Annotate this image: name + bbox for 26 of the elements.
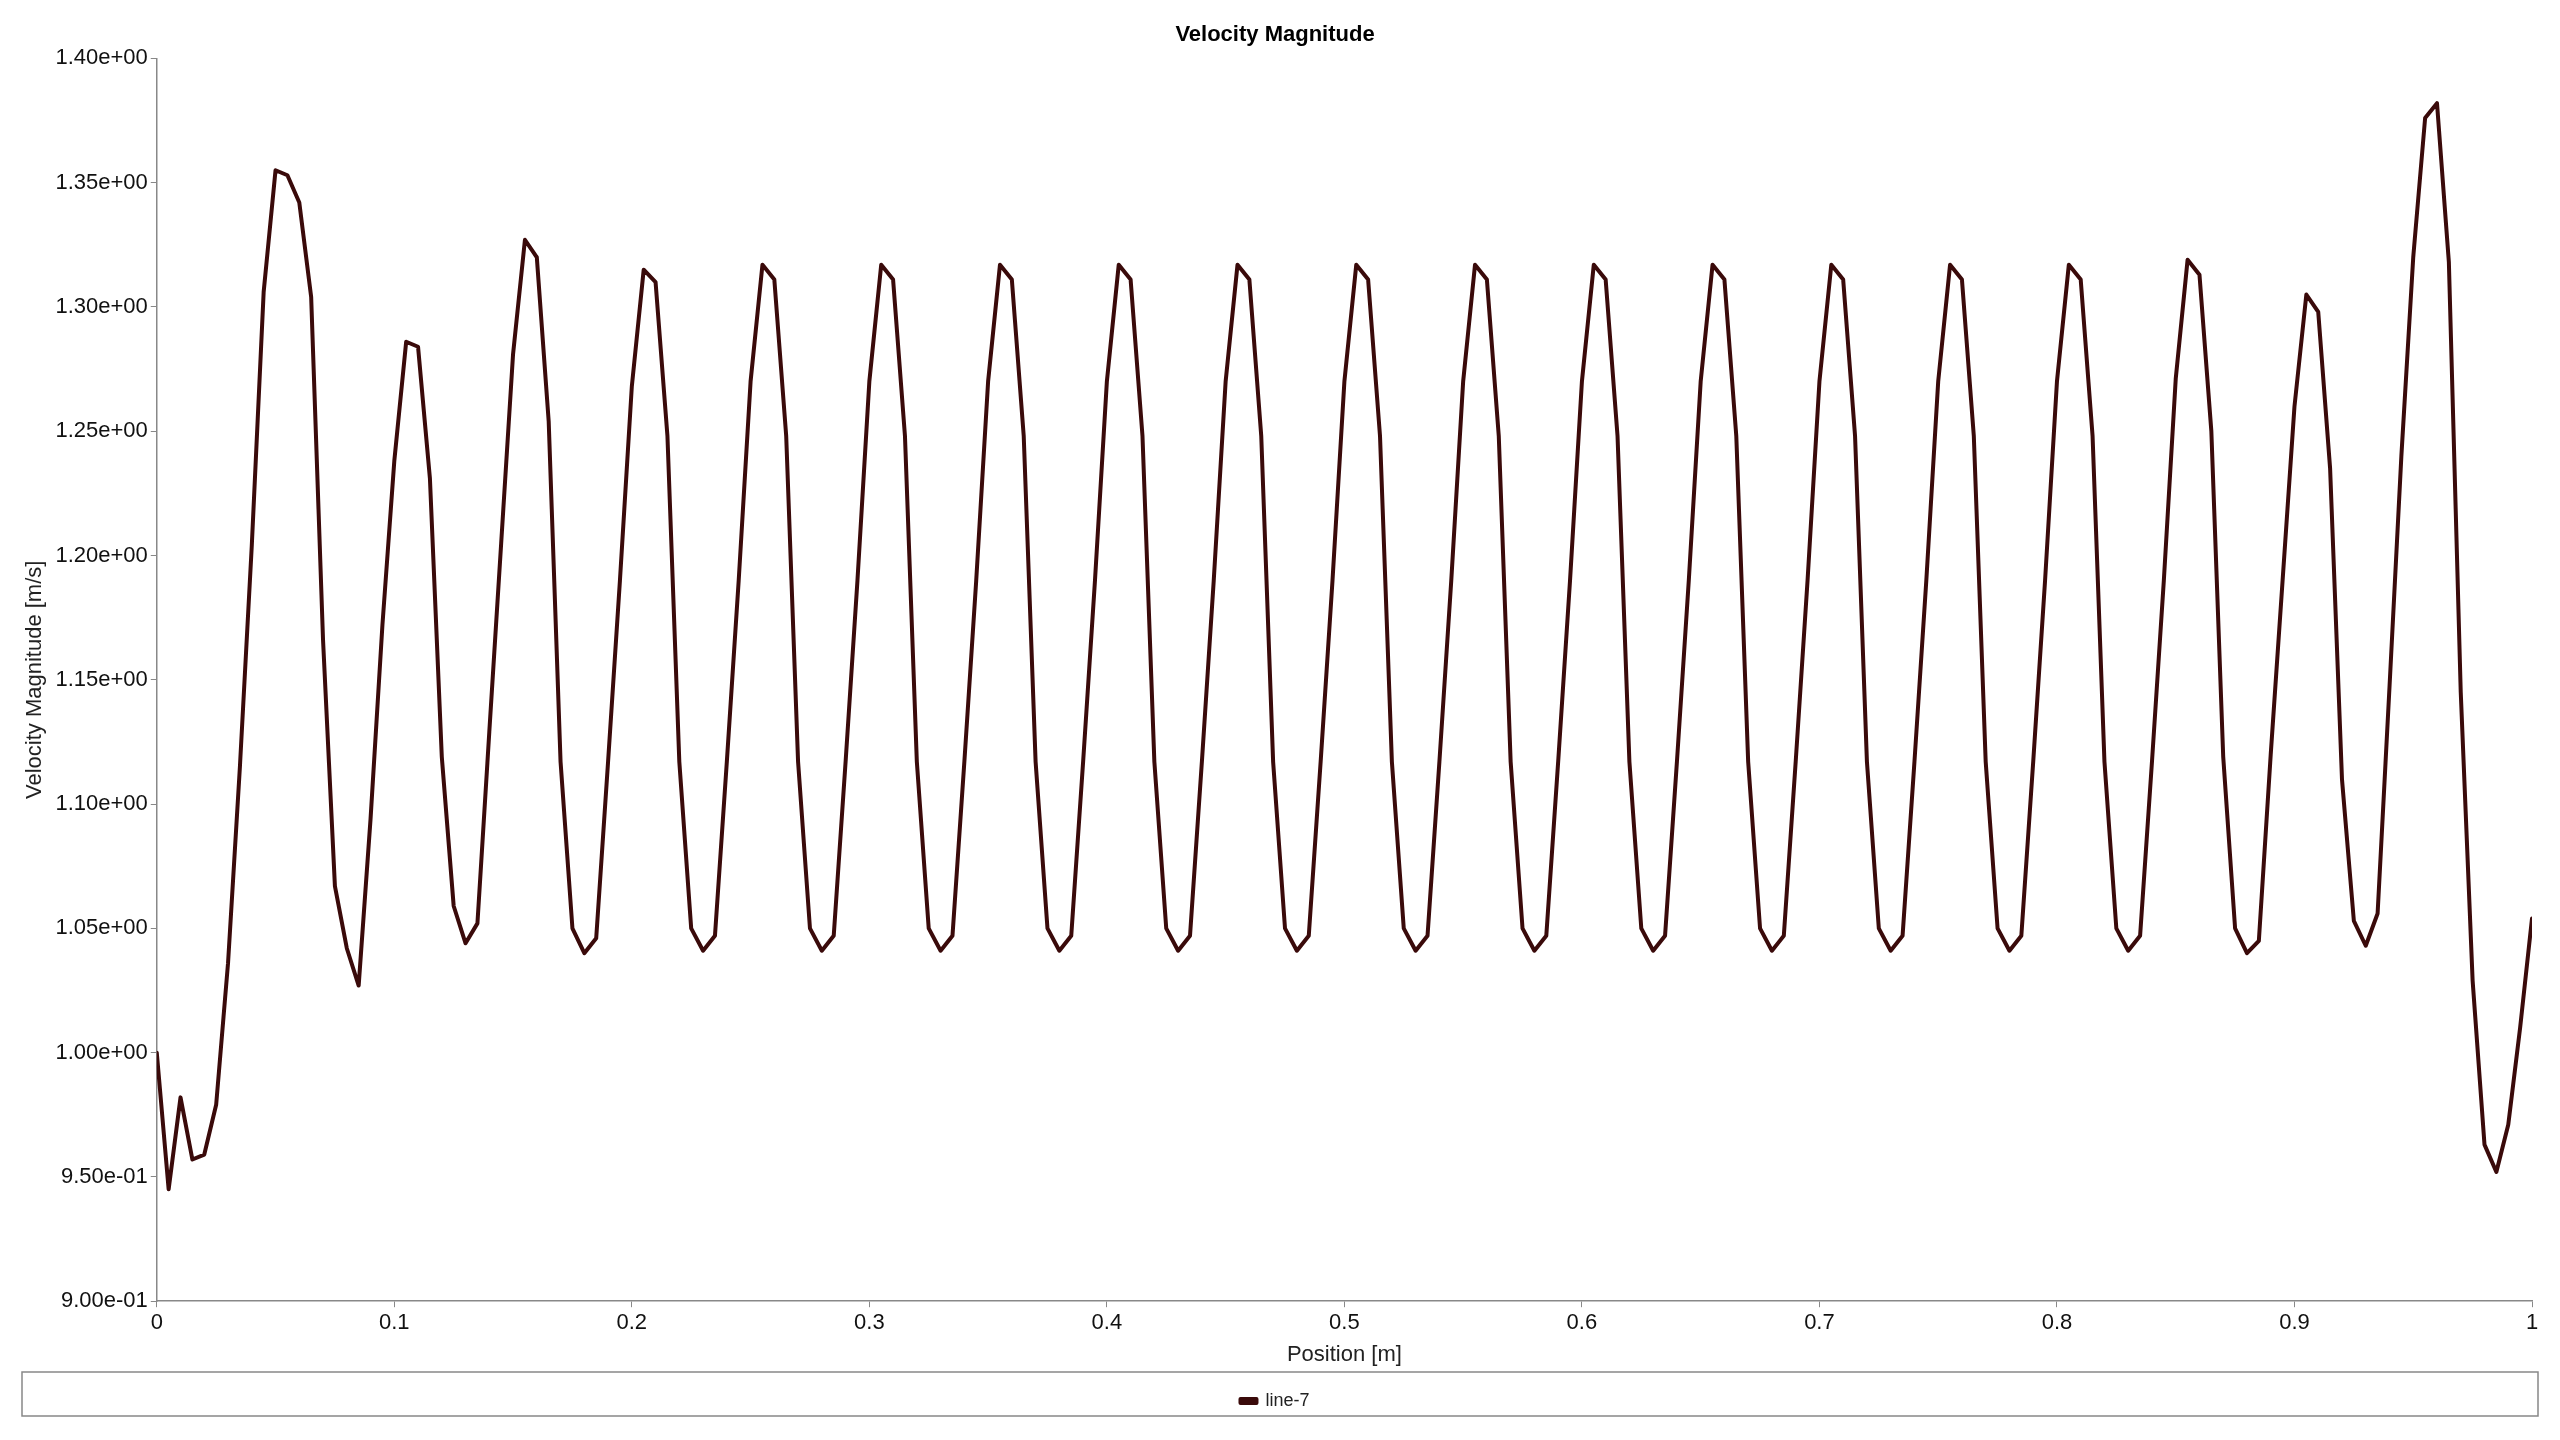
legend-label: line-7: [1265, 1389, 1310, 1410]
x-tick-label: 0.4: [1091, 1309, 1123, 1335]
x-tick-label: 0.6: [1566, 1309, 1598, 1335]
chart-title: Velocity Magnitude: [1175, 21, 1375, 47]
x-tick-label: 0: [150, 1309, 163, 1335]
y-tick-label: 9.00e-01: [60, 1287, 148, 1313]
x-tick-label: 0.9: [2279, 1309, 2310, 1335]
x-tick-label: 0.2: [616, 1309, 648, 1335]
y-tick-label: 1.35e+00: [55, 168, 148, 194]
y-axis-title: Velocity Magnitude [m/s]: [21, 560, 47, 800]
y-tick-label: 1.20e+00: [55, 541, 148, 567]
y-tick-label: 9.50e-01: [60, 1162, 148, 1188]
y-tick-label: 1.25e+00: [55, 417, 148, 443]
y-tick-label: 1.00e+00: [55, 1038, 148, 1064]
y-tick-label: 1.10e+00: [55, 790, 148, 816]
x-tick-label: 0.8: [2041, 1309, 2073, 1335]
y-tick-label: 1.30e+00: [55, 293, 148, 319]
y-tick-label: 1.40e+00: [55, 44, 148, 70]
y-tick-label: 1.05e+00: [55, 914, 148, 940]
x-tick-label: 0.5: [1329, 1309, 1360, 1335]
x-tick-label: 0.3: [854, 1309, 885, 1335]
x-tick-label: 0.7: [1804, 1309, 1835, 1335]
y-tick-label: 1.15e+00: [55, 665, 148, 691]
x-tick-label: 0.1: [379, 1309, 410, 1335]
x-tick-label: 1: [2525, 1309, 2539, 1335]
x-axis-title: Position [m]: [1286, 1340, 1402, 1366]
